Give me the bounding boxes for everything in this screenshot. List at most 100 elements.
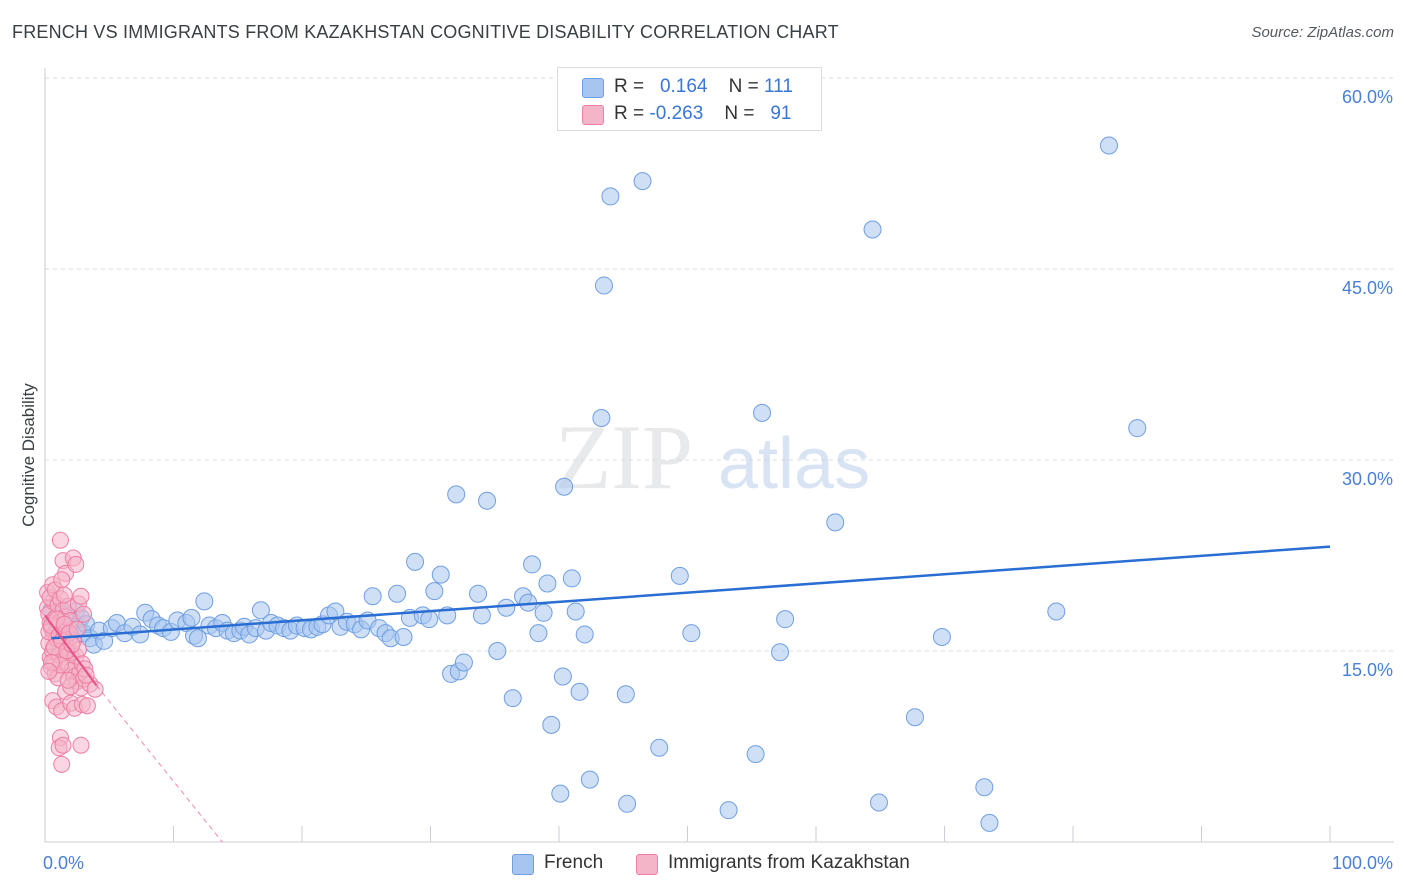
y-tick-labels: 15.0% 30.0% 45.0% 60.0% [1342, 87, 1393, 680]
point-french [188, 629, 207, 648]
x-tick-label: 0.0% [43, 853, 84, 873]
legend-swatch-kazakhstan [636, 854, 658, 875]
legend-label-kazakhstan: Immigrants from Kazakhstan [668, 852, 910, 873]
point-french [488, 642, 507, 660]
legend-swatch-french [512, 854, 534, 875]
trendline-kazakhstan [44, 614, 98, 687]
point-french [980, 813, 999, 832]
point-french [618, 794, 637, 813]
point-french [1099, 136, 1118, 155]
point-french [746, 745, 765, 764]
point-french [594, 276, 613, 295]
point-french [534, 603, 553, 622]
point-french [1128, 419, 1147, 438]
x-tick-label: 100.0% [1332, 853, 1393, 873]
stats-n-value-french: 111 [764, 76, 793, 97]
point-french [447, 485, 466, 504]
point-french [562, 569, 581, 588]
point-kazakhstan [67, 555, 85, 573]
watermark-atlas: atlas [718, 424, 870, 504]
stats-swatch-french [582, 78, 604, 98]
point-french [771, 643, 790, 662]
y-tick-label: 15.0% [1342, 660, 1393, 680]
y-axis-title: Cognitive Disability [19, 383, 38, 527]
watermark-zip: ZIP [555, 406, 693, 508]
point-french [388, 584, 407, 603]
point-french [542, 715, 561, 734]
point-kazakhstan [59, 671, 77, 689]
point-french [420, 610, 439, 629]
chart-title: FRENCH VS IMMIGRANTS FROM KAZAKHSTAN COG… [12, 22, 839, 42]
point-french [753, 403, 772, 422]
watermark: ZIP atlas [555, 406, 870, 508]
point-french [523, 555, 542, 574]
point-french [1047, 602, 1066, 621]
points-layer [39, 136, 1147, 832]
point-french [195, 592, 214, 611]
y-tick-label: 45.0% [1342, 278, 1393, 298]
point-french [553, 667, 572, 686]
point-french [551, 784, 570, 803]
point-french [363, 587, 382, 606]
stats-r-label: R = [614, 103, 645, 124]
point-french [592, 408, 611, 427]
stats-swatch-kazakhstan [582, 105, 604, 125]
axis-layer [44, 68, 1394, 843]
stats-r-label: R = [614, 76, 645, 97]
point-french [431, 565, 450, 584]
point-french [454, 653, 473, 672]
point-kazakhstan [54, 736, 72, 754]
stats-n-value-kazakhstan: 91 [770, 103, 792, 124]
point-french [469, 584, 488, 603]
point-french [503, 689, 522, 708]
point-kazakhstan [72, 736, 90, 754]
legend-label-french: French [544, 852, 604, 873]
point-french [975, 778, 994, 797]
point-french [869, 793, 888, 812]
point-french [497, 598, 516, 617]
point-french [580, 770, 599, 789]
point-kazakhstan [53, 571, 71, 589]
point-kazakhstan [78, 697, 96, 715]
point-french [575, 625, 594, 644]
point-french [425, 582, 444, 601]
trend-layer [44, 545, 1331, 843]
point-french [529, 624, 548, 643]
point-kazakhstan [51, 531, 69, 549]
y-tick-label: 60.0% [1342, 87, 1393, 107]
y-tick-label: 30.0% [1342, 469, 1393, 489]
point-french [570, 682, 589, 701]
point-french [932, 627, 951, 646]
point-french [633, 172, 652, 191]
point-kazakhstan [75, 605, 93, 623]
point-french [131, 625, 150, 644]
point-french [670, 566, 689, 585]
point-french [863, 220, 882, 239]
point-french [182, 608, 201, 627]
point-french [566, 602, 585, 621]
point-french [601, 187, 620, 206]
point-french [719, 801, 738, 820]
point-french [251, 601, 270, 620]
point-kazakhstan [77, 666, 95, 684]
stats-n-label: N = [728, 76, 759, 97]
stats-box: R = 0.164 N = 111 R = -0.263 N = 91 [557, 67, 822, 131]
point-french [905, 708, 924, 727]
point-french [616, 685, 635, 704]
point-french [406, 552, 425, 571]
stats-r-value-french: 0.164 [659, 76, 708, 97]
stats-n-label: N = [724, 103, 755, 124]
point-french [472, 606, 491, 625]
point-french [650, 738, 669, 757]
point-french [682, 624, 701, 643]
point-french [555, 477, 574, 496]
point-french [776, 610, 795, 629]
point-kazakhstan [72, 587, 90, 605]
point-kazakhstan [55, 586, 73, 604]
point-kazakhstan [86, 680, 104, 698]
point-kazakhstan [53, 755, 71, 773]
point-french [478, 491, 497, 510]
trendline-kazakhstan-extension [96, 685, 223, 843]
trendline-french [51, 545, 1331, 640]
